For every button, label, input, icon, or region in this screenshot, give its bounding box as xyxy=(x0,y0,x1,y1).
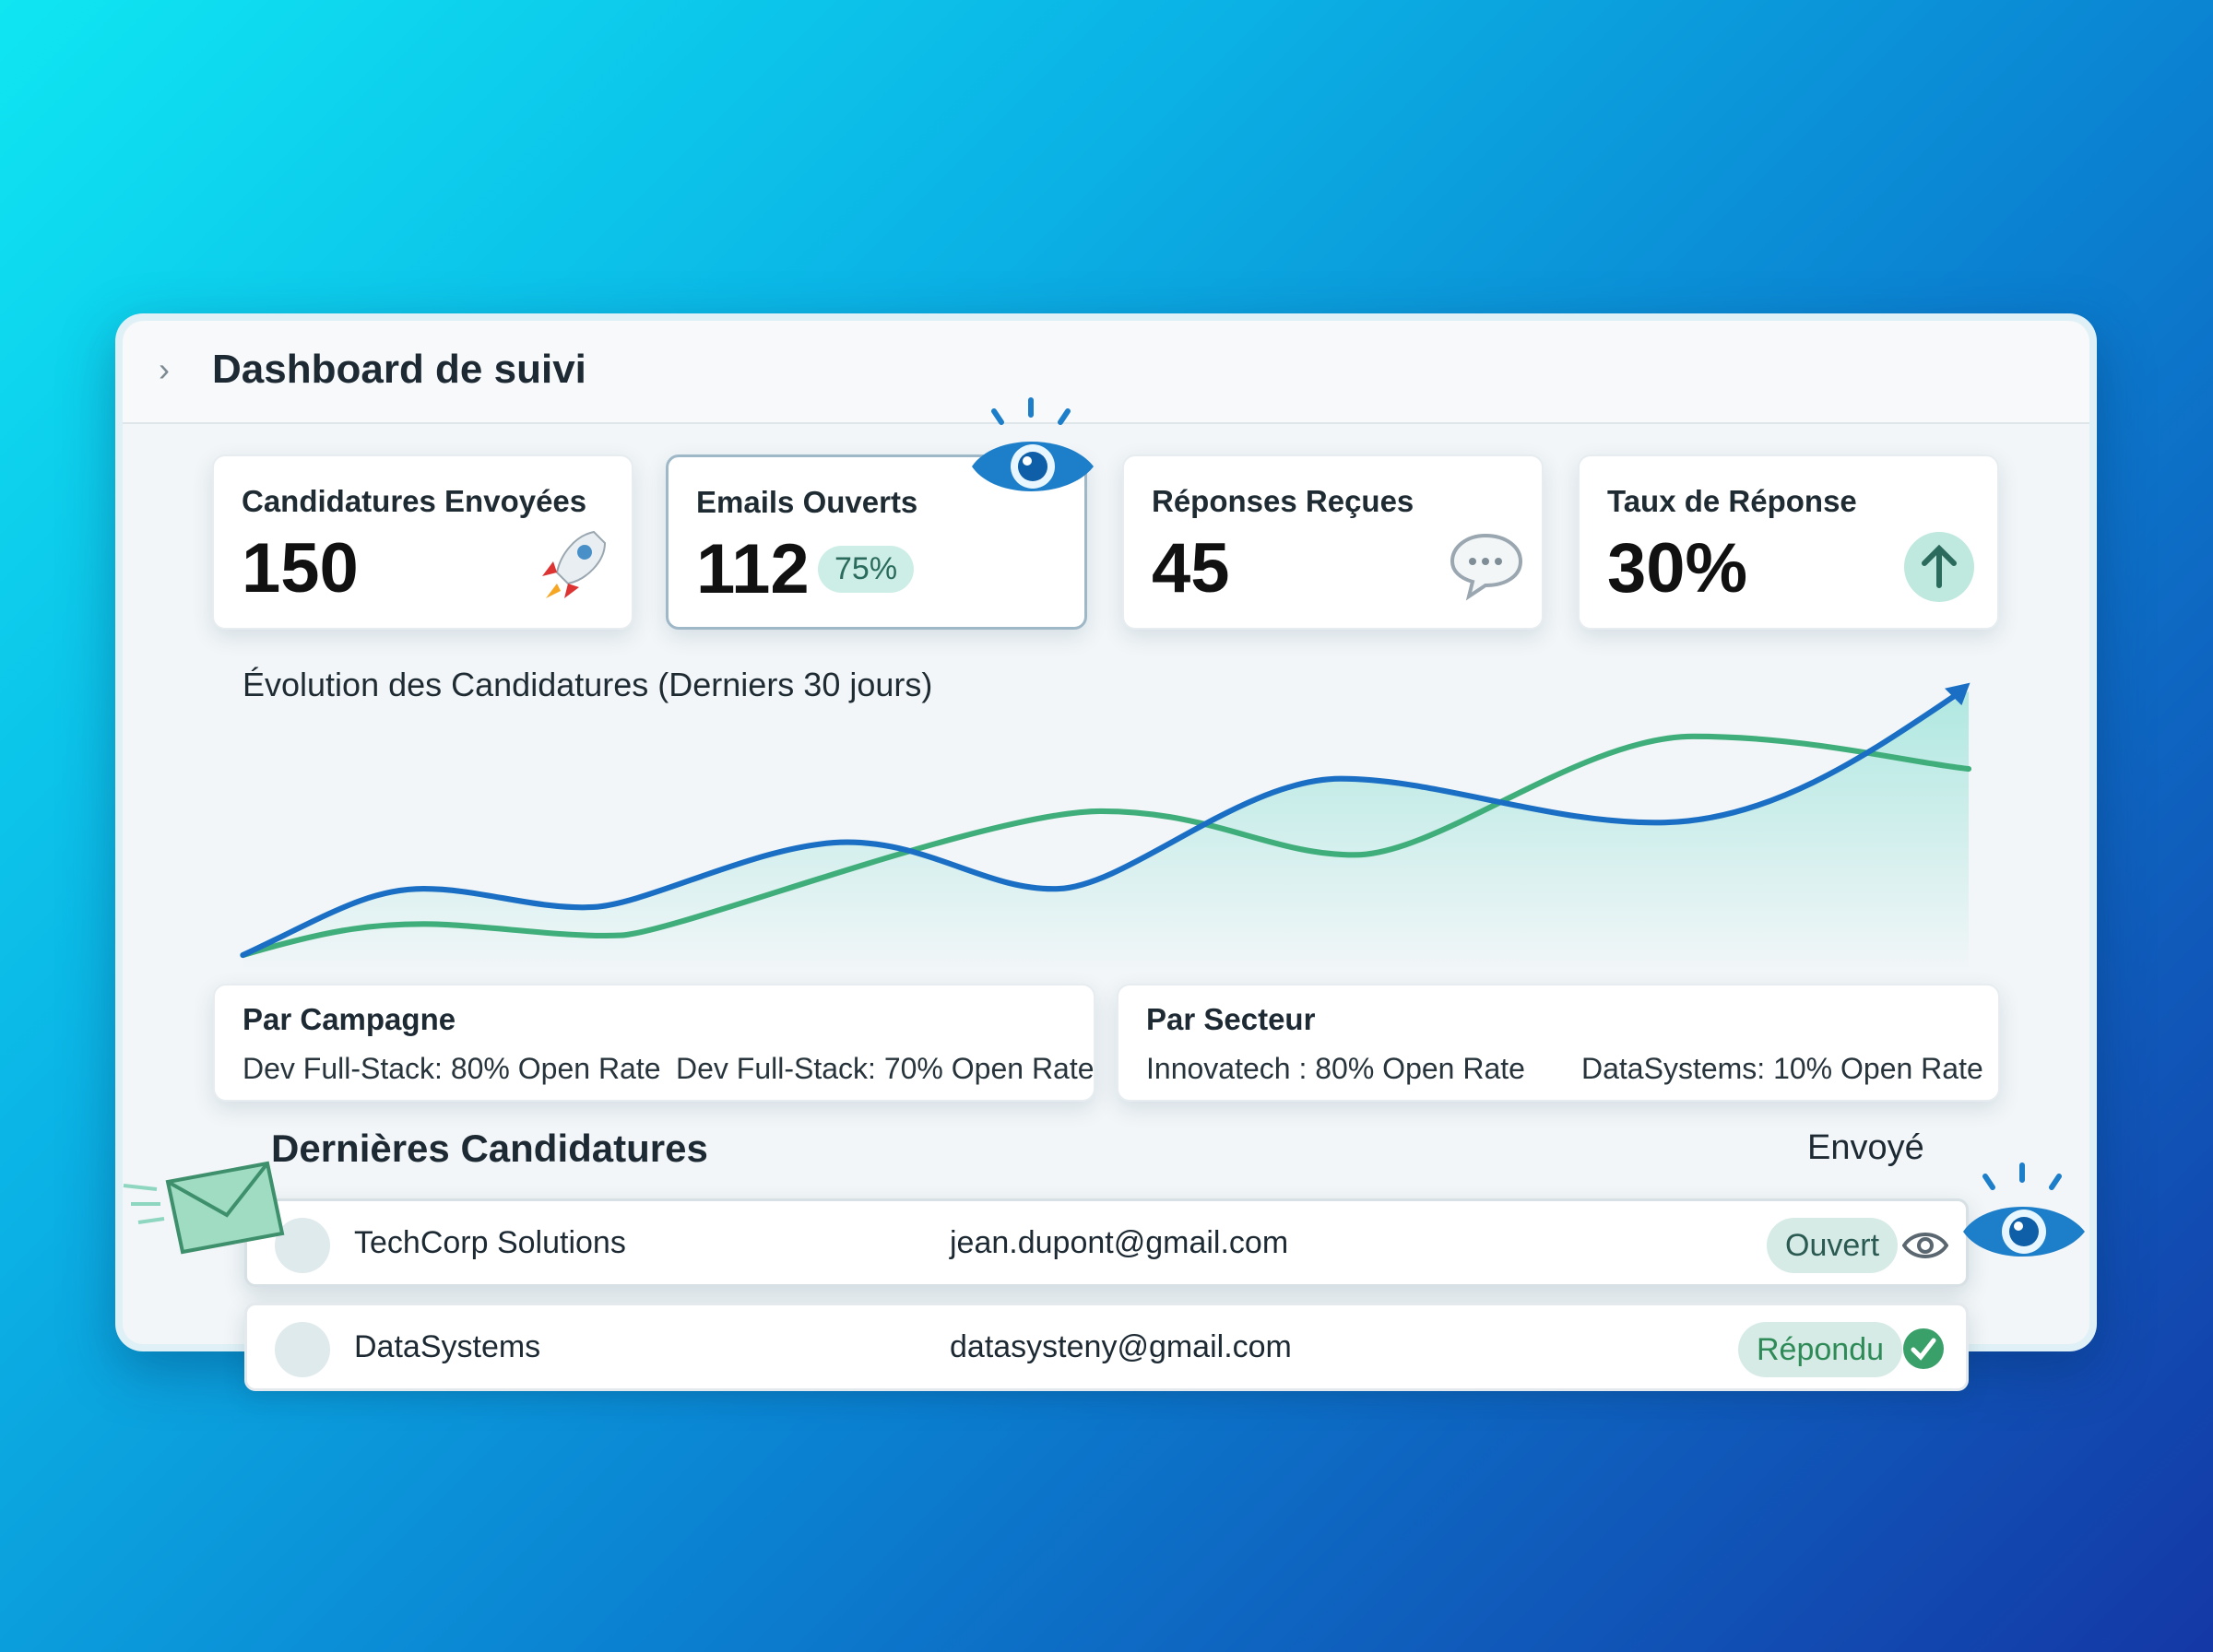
card-value: 112 xyxy=(696,530,810,608)
breakdown-item: Innovatech : 80% Open Rate xyxy=(1146,1052,1525,1085)
envelope-icon xyxy=(123,1161,285,1255)
company: DataSystems xyxy=(354,1329,541,1364)
company: TechCorp Solutions xyxy=(354,1225,626,1260)
email: datasysteny@gmail.com xyxy=(950,1329,1292,1364)
chart-title: Évolution des Candidatures (Derniers 30 … xyxy=(243,666,933,703)
card-label: Candidatures Envoyées xyxy=(242,484,587,518)
chart-line-blue xyxy=(240,688,1965,959)
breakdown-item: Dev Full-Stack: 80% Open Rate xyxy=(243,1052,661,1085)
breakdown-title: Par Secteur xyxy=(1146,1002,1316,1036)
column-header: Envoyé xyxy=(1807,1128,1924,1167)
stat-card[interactable]: Candidatures Envoyées 150 xyxy=(212,454,633,630)
chart-line-green xyxy=(240,733,1972,959)
breakdown-title: Par Campagne xyxy=(243,1002,456,1036)
status-badge: Ouvert xyxy=(1767,1218,1899,1273)
application-row[interactable]: TechCorp Solutions jean.dupont@gmail.com… xyxy=(244,1198,1969,1287)
stat-card[interactable]: Taux de Réponse 30% xyxy=(1578,454,1999,630)
chart-arrowhead xyxy=(1945,682,1970,706)
status-badge: Répondu xyxy=(1738,1322,1903,1377)
section-title: Dernières Candidatures xyxy=(271,1127,708,1170)
avatar xyxy=(275,1322,330,1377)
expand-chevron[interactable]: › xyxy=(159,350,170,388)
up-arrow-icon xyxy=(1904,532,1974,602)
header-bar xyxy=(123,321,2089,424)
stat-card[interactable]: Réponses Reçues 45 xyxy=(1122,454,1544,630)
application-row[interactable]: DataSystems datasysteny@gmail.com Répond… xyxy=(244,1303,1969,1391)
card-label: Emails Ouverts xyxy=(696,485,918,519)
header-title: Dashboard de suivi xyxy=(212,347,586,392)
eye-icon xyxy=(972,397,1094,491)
rocket-icon xyxy=(542,530,607,598)
chat-icon xyxy=(1450,533,1523,601)
card-value: 45 xyxy=(1152,529,1230,608)
breakdown-item: Dev Full-Stack: 70% Open Rate xyxy=(676,1052,1095,1085)
card-value: 30% xyxy=(1607,529,1748,608)
card-value: 150 xyxy=(242,529,359,608)
eye-small-icon xyxy=(1902,1233,1948,1258)
breakdown-panel: Par Secteur Innovatech : 80% Open Rate D… xyxy=(1117,984,2000,1102)
card-label: Réponses Reçues xyxy=(1152,484,1414,518)
stat-card[interactable]: Emails Ouverts 112 75% xyxy=(666,454,1087,630)
avatar xyxy=(275,1218,330,1273)
eye-icon xyxy=(1963,1162,2085,1257)
breakdown-panel: Par Campagne Dev Full-Stack: 80% Open Ra… xyxy=(213,984,1095,1102)
breakdown-item: DataSystems: 10% Open Rate xyxy=(1581,1052,1983,1085)
email: jean.dupont@gmail.com xyxy=(950,1225,1289,1260)
check-icon xyxy=(1903,1328,1944,1369)
card-badge: 75% xyxy=(818,546,915,593)
chart-area xyxy=(243,690,1970,974)
card-label: Taux de Réponse xyxy=(1607,484,1857,518)
